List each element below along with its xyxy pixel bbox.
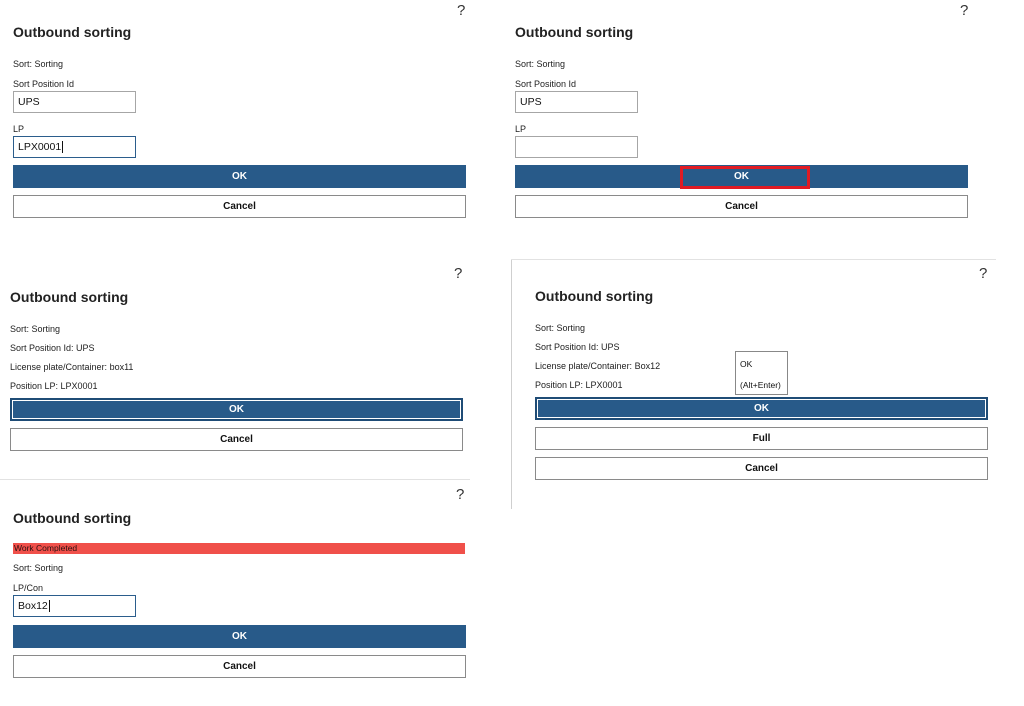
sort-text: Sort: Sorting (515, 59, 566, 69)
text-caret (62, 141, 64, 154)
sort-text: Sort: Sorting (13, 59, 64, 69)
help-icon[interactable]: ? (456, 486, 465, 503)
cancel-button[interactable]: Cancel (535, 457, 988, 480)
lpcon-input[interactable]: Box12 (13, 595, 136, 617)
panel-confirm-box11: ? Outbound sorting Sort: Sorting Sort Po… (0, 262, 480, 472)
ok-button-highlight (680, 166, 810, 189)
page-title: Outbound sorting (515, 24, 634, 40)
panel-scan-lp-filled: ? Outbound sorting Sort: Sorting Sort Po… (0, 0, 480, 230)
ok-button[interactable]: OK (13, 165, 466, 188)
sort-position-text: Sort Position Id: UPS (535, 342, 620, 352)
cancel-button[interactable]: Cancel (13, 655, 466, 678)
lpcon-label: LP/Con (13, 583, 44, 593)
container-text: License plate/Container: box11 (10, 362, 134, 372)
page-title: Outbound sorting (10, 289, 129, 305)
page-title: Outbound sorting (13, 510, 132, 526)
page-title: Outbound sorting (13, 24, 132, 40)
sort-text: Sort: Sorting (13, 563, 64, 573)
panel-divider-vertical (511, 259, 512, 509)
help-icon[interactable]: ? (454, 265, 463, 282)
ok-tooltip: OK (Alt+Enter) (735, 351, 788, 395)
sort-text: Sort: Sorting (10, 324, 61, 334)
panel-work-completed: ? Outbound sorting Work Completed Sort: … (0, 484, 480, 694)
work-completed-banner: Work Completed (13, 543, 465, 554)
panel-confirm-box12: ? Outbound sorting Sort: Sorting Sort Po… (520, 262, 1000, 482)
position-lp-text: Position LP: LPX0001 (10, 381, 98, 391)
lp-label: LP (515, 124, 527, 134)
cancel-button[interactable]: Cancel (10, 428, 463, 451)
help-icon[interactable]: ? (960, 2, 969, 19)
help-icon[interactable]: ? (457, 2, 466, 19)
lp-label: LP (13, 124, 25, 134)
panel-divider-horizontal (0, 479, 470, 480)
sort-position-input[interactable]: UPS (515, 91, 638, 113)
panel-scan-lp-empty: ? Outbound sorting Sort: Sorting Sort Po… (502, 0, 982, 230)
lp-input[interactable] (515, 136, 638, 158)
sort-position-input[interactable]: UPS (13, 91, 136, 113)
sort-position-label: Sort Position Id (13, 79, 75, 89)
panel-divider-horizontal (511, 259, 996, 260)
full-button[interactable]: Full (535, 427, 988, 450)
text-caret (48, 600, 50, 613)
ok-button[interactable]: OK (13, 625, 466, 648)
lp-input[interactable]: LPX0001 (13, 136, 136, 158)
cancel-button[interactable]: Cancel (13, 195, 466, 218)
tooltip-label: OK (740, 359, 753, 369)
ok-button[interactable]: OK (10, 398, 463, 421)
position-lp-text: Position LP: LPX0001 (535, 380, 623, 390)
ok-button[interactable]: OK (515, 165, 968, 188)
ok-button[interactable]: OK (535, 397, 988, 420)
sort-text: Sort: Sorting (535, 323, 586, 333)
cancel-button[interactable]: Cancel (515, 195, 968, 218)
sort-position-text: Sort Position Id: UPS (10, 343, 95, 353)
container-text: License plate/Container: Box12 (535, 361, 661, 371)
tooltip-shortcut: (Alt+Enter) (740, 380, 781, 390)
sort-position-label: Sort Position Id (515, 79, 577, 89)
help-icon[interactable]: ? (979, 265, 988, 282)
page-title: Outbound sorting (535, 288, 654, 304)
